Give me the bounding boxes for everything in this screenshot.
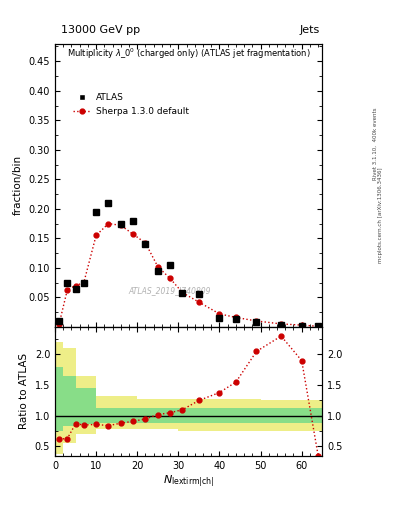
ATLAS (196, 291, 201, 297)
Text: Rivet 3.1.10,  400k events: Rivet 3.1.10, 400k events (373, 107, 378, 180)
Text: ATLAS_2019_I740809: ATLAS_2019_I740809 (129, 286, 211, 295)
ATLAS (131, 218, 136, 224)
ATLAS (299, 323, 304, 329)
ATLAS (279, 322, 283, 328)
Text: 13000 GeV pp: 13000 GeV pp (61, 25, 140, 35)
Legend: ATLAS, Sherpa 1.3.0 default: ATLAS, Sherpa 1.3.0 default (70, 91, 191, 118)
Y-axis label: fraction/bin: fraction/bin (13, 155, 23, 215)
Line: ATLAS: ATLAS (56, 200, 321, 329)
ATLAS (254, 319, 259, 325)
ATLAS (156, 268, 160, 274)
Text: Jets: Jets (300, 25, 320, 35)
ATLAS (106, 200, 111, 206)
ATLAS (65, 280, 70, 286)
ATLAS (57, 318, 61, 324)
Text: Multiplicity $\lambda\_0^0$ (charged only) (ATLAS jet fragmentation): Multiplicity $\lambda\_0^0$ (charged onl… (67, 47, 310, 61)
ATLAS (168, 262, 173, 268)
ATLAS (143, 241, 148, 247)
ATLAS (81, 280, 86, 286)
ATLAS (180, 290, 185, 296)
ATLAS (316, 323, 321, 329)
X-axis label: $N_{\rm{lextirm|ch|}}$: $N_{\rm{lextirm|ch|}}$ (163, 473, 214, 489)
ATLAS (118, 221, 123, 227)
ATLAS (217, 315, 222, 321)
Y-axis label: Ratio to ATLAS: Ratio to ATLAS (19, 353, 29, 430)
ATLAS (94, 209, 99, 215)
ATLAS (233, 316, 238, 322)
Text: mcplots.cern.ch [arXiv:1306.3436]: mcplots.cern.ch [arXiv:1306.3436] (378, 167, 383, 263)
ATLAS (73, 285, 78, 291)
